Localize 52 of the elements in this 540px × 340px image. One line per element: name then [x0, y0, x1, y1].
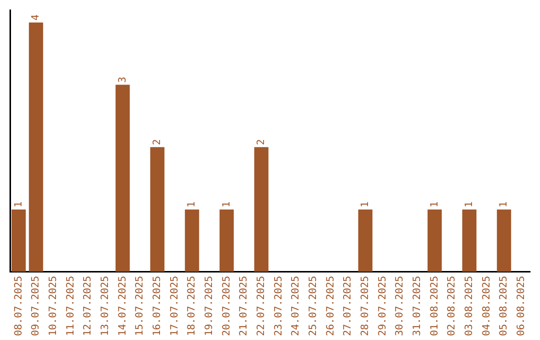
x-tick-label: 26.07.2025 — [325, 276, 336, 336]
bar — [116, 84, 130, 272]
data-label: 1 — [186, 201, 198, 208]
data-label: 2 — [256, 139, 267, 146]
x-tick-label: 16.07.2025 — [152, 276, 163, 336]
x-tick-label: 14.07.2025 — [117, 276, 128, 336]
data-label: 1 — [464, 201, 475, 208]
bar — [28, 22, 44, 272]
data-label: 4 — [30, 14, 42, 20]
x-tick-label: 15.07.2025 — [134, 276, 146, 336]
x-tick-label: 12.07.2025 — [82, 276, 94, 336]
x-tick-label: 28.07.2025 — [360, 276, 371, 336]
bar — [462, 209, 476, 272]
x-tick-label: 19.07.2025 — [204, 276, 215, 336]
data-label: 1 — [498, 201, 510, 208]
bar — [428, 209, 442, 272]
x-tick-label: 10.07.2025 — [48, 276, 59, 336]
data-label: 1 — [221, 201, 232, 208]
x-tick-label: 29.07.2025 — [377, 276, 388, 336]
bar — [220, 209, 234, 272]
x-tick-label: 24.07.2025 — [290, 276, 302, 336]
x-tick-label: 01.08.2025 — [429, 276, 440, 336]
x-tick-label: 30.07.2025 — [394, 276, 406, 336]
data-label: 1 — [13, 201, 24, 208]
bar — [184, 209, 200, 272]
x-tick-label: 25.07.2025 — [308, 276, 319, 336]
x-tick-label: 05.08.2025 — [498, 276, 510, 336]
bar — [496, 209, 512, 272]
x-tick-label: 23.07.2025 — [273, 276, 284, 336]
x-tick-label: 27.07.2025 — [342, 276, 354, 336]
x-tick-label: 11.07.2025 — [65, 276, 76, 336]
data-label: 1 — [360, 201, 371, 208]
x-tick-label: 09.07.2025 — [30, 276, 42, 336]
x-tick-label: 06.08.2025 — [516, 276, 527, 336]
x-tick-label: 17.07.2025 — [169, 276, 180, 336]
x-tick-label: 02.08.2025 — [446, 276, 458, 336]
data-label: 2 — [152, 139, 163, 146]
data-label: 1 — [429, 201, 440, 208]
x-tick-label: 13.07.2025 — [100, 276, 111, 336]
x-tick-label: 31.07.2025 — [412, 276, 423, 336]
x-tick-label: 22.07.2025 — [256, 276, 267, 336]
x-tick-label: 18.07.2025 — [186, 276, 198, 336]
x-tick-label: 08.07.2025 — [13, 276, 24, 336]
x-tick-label: 03.08.2025 — [464, 276, 475, 336]
bar — [358, 209, 372, 272]
x-tick-label: 04.08.2025 — [481, 276, 492, 336]
bar — [254, 147, 268, 272]
bar — [12, 209, 26, 272]
x-tick-label: 20.07.2025 — [221, 276, 232, 336]
data-label: 3 — [117, 76, 128, 83]
bar — [150, 147, 164, 272]
x-tick-label: 21.07.2025 — [238, 276, 250, 336]
